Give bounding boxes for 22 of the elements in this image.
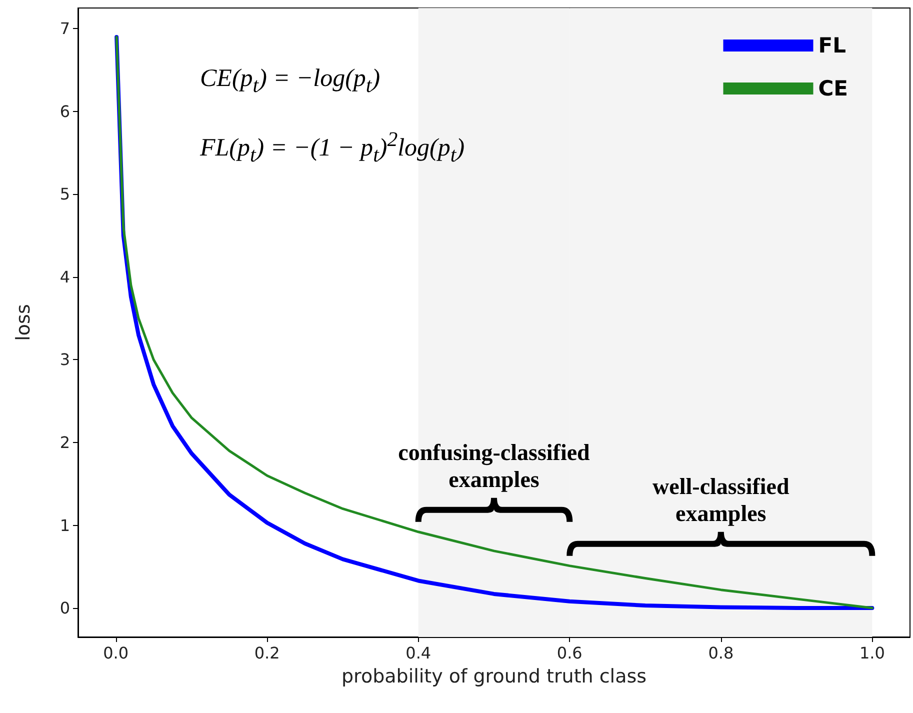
y-axis-title: loss: [12, 304, 34, 341]
y-tick-label: 5: [60, 184, 70, 204]
x-axis-title: probability of ground truth class: [341, 666, 647, 688]
y-tick-label: 0: [60, 598, 70, 618]
annotation: CE(p$_{t}$) = −log(p$_{t}$): [200, 65, 380, 98]
text: FL(p$_{t}$) = −(1 − p$_{t}$)$^{2}$log(p$_{t}$): [200, 127, 465, 166]
y-tick-label: 7: [60, 19, 70, 38]
x-tick-label: 0.6: [556, 644, 582, 662]
x-tick-label: 1.0: [859, 644, 885, 662]
y-tick-label: 3: [60, 350, 70, 370]
x-tick-label: 0.0: [103, 644, 129, 662]
band-label: well-classified examples: [652, 472, 790, 528]
y-tick-label: 2: [60, 433, 70, 452]
x-tick-label: 0.4: [406, 644, 432, 662]
x-tick-label: 0.8: [708, 644, 734, 662]
y-tick-label: 6: [60, 102, 70, 121]
legend-label: FL: [818, 34, 846, 58]
band-label: confusing-classified examples: [398, 438, 590, 494]
legend-label: CE: [818, 76, 848, 100]
y-tick-label: 1: [60, 516, 70, 535]
y-tick-label: 4: [60, 267, 70, 286]
x-tick-label: 0.2: [254, 644, 280, 662]
